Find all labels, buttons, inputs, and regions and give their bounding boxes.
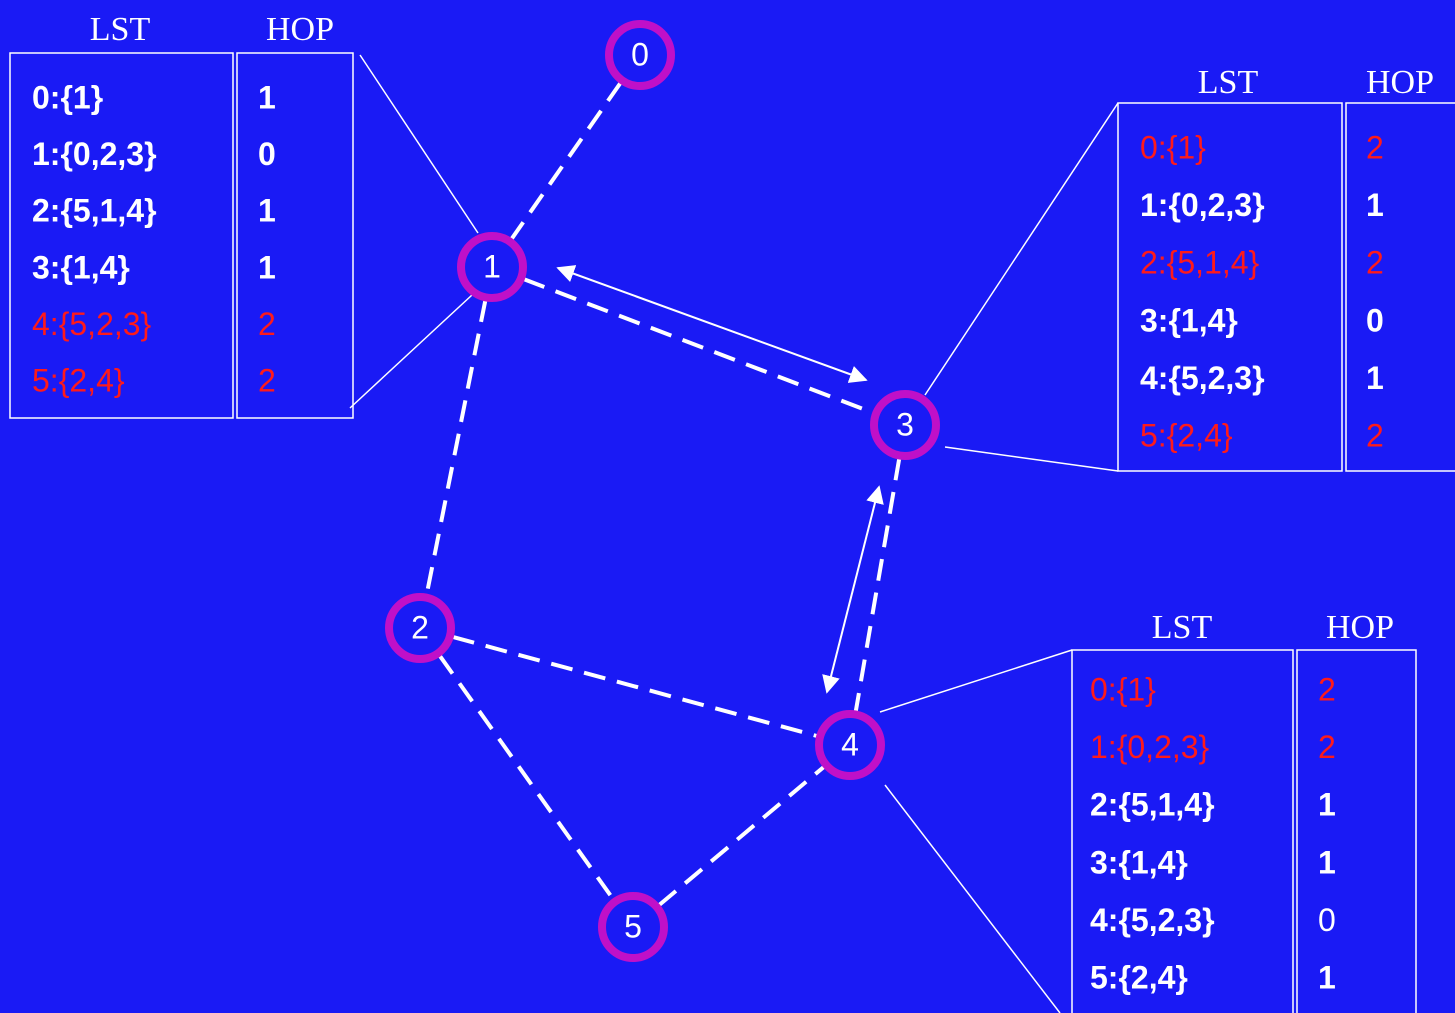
table-cell: 0:{1}	[1090, 671, 1156, 707]
table-cell: 1:{0,2,3}	[1140, 187, 1265, 223]
table-cell: 2	[258, 362, 276, 398]
tables: LST HOP 0:{1} 1 1:{0,2,3} 0 2:{5,1,4} 1 3:{1,4} 1…	[9, 11, 1455, 1013]
table-cell: 1	[258, 193, 276, 229]
table-cell: 5:{2,4}	[32, 362, 125, 398]
edge	[490, 53, 642, 269]
node	[385, 593, 455, 663]
edges	[418, 53, 907, 929]
table-cell: 2	[1318, 729, 1336, 765]
node-label: 5	[624, 908, 642, 944]
table-cell: 4:{5,2,3}	[1140, 360, 1265, 396]
table-header: HOP	[1326, 609, 1394, 646]
node	[870, 390, 940, 460]
table-cell: 2	[1366, 245, 1384, 281]
node-label: 3	[896, 406, 914, 442]
node	[598, 892, 668, 962]
table-cell: 4:{5,2,3}	[32, 306, 152, 342]
arrow	[556, 265, 868, 383]
table-column	[1345, 102, 1455, 472]
table-header: LST	[1198, 64, 1259, 101]
table-cell: 2:{5,1,4}	[1090, 787, 1215, 823]
table-column	[1296, 649, 1417, 1013]
table-cell: 2	[1366, 417, 1384, 453]
table-header: HOP	[1366, 64, 1434, 101]
arrow	[822, 485, 884, 694]
leaders	[349, 54, 1119, 1013]
leader	[359, 54, 479, 234]
table-header: LST	[1152, 609, 1213, 646]
table-cell: 1	[1318, 787, 1336, 823]
edge	[631, 743, 852, 929]
table-cell: 0	[1318, 902, 1336, 938]
table-cell: 4:{5,2,3}	[1090, 902, 1215, 938]
table-column	[1071, 649, 1294, 1013]
leader	[349, 294, 473, 409]
table-cell: 1	[258, 249, 276, 285]
table-header: HOP	[266, 11, 334, 48]
table-header: LST	[90, 11, 151, 48]
edge	[419, 626, 851, 747]
table-cell: 1	[1318, 959, 1336, 995]
table-column	[9, 52, 234, 419]
table-cell: 1:{0,2,3}	[1090, 729, 1210, 765]
table-cell: 5:{2,4}	[1090, 959, 1188, 995]
node	[457, 232, 527, 302]
table-cell: 1	[1318, 844, 1336, 880]
table-cell: 3:{1,4}	[32, 249, 130, 285]
table-cell: 1	[258, 79, 276, 115]
table-cell: 1	[1366, 360, 1384, 396]
table-cell: 2	[258, 306, 276, 342]
nodes: 0 1 2 3 4 5	[385, 20, 940, 962]
table-cell: 5:{2,4}	[1140, 417, 1233, 453]
table-cell: 3:{1,4}	[1140, 302, 1238, 338]
table-cell: 0:{1}	[1140, 129, 1206, 165]
edge	[491, 265, 906, 427]
table-cell: 1:{0,2,3}	[32, 136, 157, 172]
node	[605, 20, 675, 90]
edge	[848, 424, 907, 746]
table-cell: 2:{5,1,4}	[1140, 245, 1260, 281]
node-label: 1	[483, 248, 501, 284]
leader	[924, 102, 1119, 396]
table-cell: 1	[1366, 187, 1384, 223]
node-label: 2	[411, 609, 429, 645]
node-label: 4	[841, 726, 859, 762]
table-cell: 2:{5,1,4}	[32, 193, 157, 229]
table-cell: 0:{1}	[32, 79, 103, 115]
edge	[418, 626, 635, 929]
table-cell: 2	[1366, 129, 1384, 165]
table-column	[236, 52, 354, 419]
leader	[884, 784, 1061, 1013]
table-cell: 0	[1366, 302, 1384, 338]
table-cell: 3:{1,4}	[1090, 844, 1188, 880]
leader	[879, 649, 1073, 713]
leader	[944, 446, 1119, 472]
table-cell: 0	[258, 136, 276, 172]
edge	[418, 266, 494, 629]
node-label: 0	[631, 36, 649, 72]
table-cell: 2	[1318, 671, 1336, 707]
node	[815, 710, 885, 780]
table-column	[1117, 102, 1343, 472]
